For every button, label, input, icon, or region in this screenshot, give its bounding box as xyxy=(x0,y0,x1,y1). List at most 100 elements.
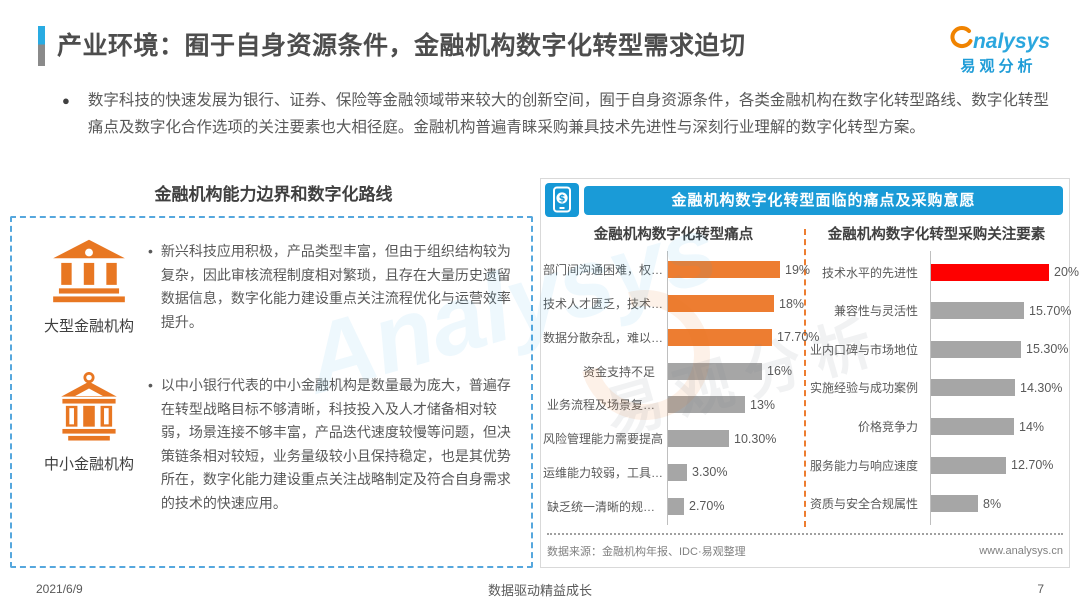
footer-date: 2021/6/9 xyxy=(36,582,83,596)
svg-text:$: $ xyxy=(559,193,566,204)
panel-footer: 数据来源：金融机构年报、IDC·易观整理 www.analysys.cn xyxy=(547,533,1063,567)
list-bullet: • xyxy=(148,243,153,259)
page-footer: 2021/6/9 数据驱动精益成长 7 xyxy=(36,582,1044,598)
bar xyxy=(931,302,1024,320)
footer-page-number: 7 xyxy=(1037,582,1044,596)
chart-bar-row: 业内口碑与市场地位 15.30% xyxy=(806,340,1069,358)
title-accent-bar xyxy=(38,26,45,66)
chart-bar-row: 价格竞争力 14% xyxy=(806,418,1067,436)
y-axis-line xyxy=(930,251,931,525)
small-institution-label: 中小金融机构 xyxy=(43,456,134,473)
chart-bar-row: 技术人才匮乏，技术… 18% xyxy=(543,295,805,313)
bar-label: 风险管理能力需要提高 xyxy=(543,432,664,447)
footer-slogan: 数据驱动精益成长 xyxy=(487,582,592,598)
bank-large-icon xyxy=(52,239,126,308)
bar xyxy=(931,456,1006,474)
chart-bar-row: 风险管理能力需要提高 10.30% xyxy=(543,430,804,448)
logo-swirl-icon xyxy=(947,26,973,57)
chart-title: 金融机构数字化转型采购关注要素 xyxy=(827,227,1046,243)
bar xyxy=(668,261,780,279)
bullet-icon: ● xyxy=(62,93,70,108)
bar-value: 14.30% xyxy=(1020,380,1063,395)
small-institution-row: 中小金融机构 • 以中小银行代表的中小金融机构是数量最为庞大，普遍存在转型战略目… xyxy=(30,371,521,515)
page-title: 产业环境：囿于自身资源条件，金融机构数字化转型需求迫切 xyxy=(57,32,746,60)
bar-value: 15.70% xyxy=(1029,303,1072,318)
panel-header: $ 金融机构数字化转型面临的痛点及采购意愿 xyxy=(545,183,1063,217)
pain-points-panel: $ 金融机构数字化转型面临的痛点及采购意愿 金融机构数字化转型痛点 部门间沟通困… xyxy=(540,178,1079,568)
bar-value: 20% xyxy=(1054,265,1080,280)
bar-label: 服务能力与响应速度 xyxy=(809,458,918,473)
bar-label: 业务流程及场景复… xyxy=(546,398,655,413)
logo-brand-cn: 易观分析 xyxy=(960,57,1037,75)
bar-value: 3.30% xyxy=(692,465,728,480)
main-content: 金融机构能力边界和数字化路线 xyxy=(10,178,1079,568)
bar xyxy=(931,340,1021,358)
bar-label: 业内口碑与市场地位 xyxy=(809,342,918,357)
panel-header-title: 金融机构数字化转型面临的痛点及采购意愿 xyxy=(584,185,1063,215)
large-institution-row: 大型金融机构 • 新兴科技应用积极，产品类型丰富，但由于组织结构较为复杂，因此审… xyxy=(30,238,521,336)
y-axis-line xyxy=(667,251,668,525)
bar-label: 兼容性与灵活性 xyxy=(833,304,918,319)
pain-points-chart: 金融机构数字化转型痛点 部门间沟通困难，权… 19% 技术人才匮乏，技术… 18% 数据… xyxy=(543,223,819,529)
bar xyxy=(668,430,729,448)
bar-label: 部门间沟通困难，权… xyxy=(543,263,664,278)
bar xyxy=(668,328,772,346)
bar-value: 16% xyxy=(767,364,793,379)
bar-label: 技术人才匮乏，技术… xyxy=(543,297,664,312)
bar-value: 15.30% xyxy=(1026,342,1069,357)
header: 产业环境：囿于自身资源条件，金融机构数字化转型需求迫切 nalysys 易观分析 xyxy=(38,24,1050,74)
bar xyxy=(931,263,1049,281)
chart-rows: 部门间沟通困难，权… 19% 技术人才匮乏，技术… 18% 数据分散杂乱，难以… 17.7… xyxy=(543,253,819,523)
chart-bar-row: 服务能力与响应速度 12.70% xyxy=(806,456,1067,474)
bar-label: 数据分散杂乱，难以… xyxy=(543,330,664,345)
chart-bar-row: 缺乏统一清晰的规… 2.70% xyxy=(543,497,804,515)
chart-bar-row: 技术水平的先进性 20% xyxy=(806,263,1079,281)
chart-bar-row: 资质与安全合规属性 8% xyxy=(806,495,1067,513)
bar-label: 资质与安全合规属性 xyxy=(809,497,918,512)
bar xyxy=(931,418,1014,436)
bar-label: 技术水平的先进性 xyxy=(821,265,918,280)
chart-bar-row: 运维能力较弱，工具… 3.30% xyxy=(543,463,804,481)
bar-value: 17.70% xyxy=(777,330,820,345)
charts-area: 金融机构数字化转型痛点 部门间沟通困难，权… 19% 技术人才匮乏，技术… 18% 数据… xyxy=(543,223,1079,529)
chart-rows: 技术水平的先进性 20% 兼容性与灵活性 15.70% 业内口碑与市场地位 15.30% 实… xyxy=(806,253,1079,523)
bar xyxy=(668,396,745,414)
capability-panel: 金融机构能力边界和数字化路线 xyxy=(10,178,537,568)
chart-bar-row: 资金支持不足 16% xyxy=(543,362,804,380)
bar-value: 8% xyxy=(983,496,1002,511)
bar-label: 运维能力较弱，工具… xyxy=(543,465,664,480)
website-link[interactable]: www.analysys.cn xyxy=(979,545,1063,557)
bar-value: 10.30% xyxy=(734,431,777,446)
bar xyxy=(668,362,762,380)
bar xyxy=(668,295,774,313)
logo-brand-en: nalysys xyxy=(972,29,1050,53)
chart-bar-row: 部门间沟通困难，权… 19% xyxy=(543,261,810,279)
intro-block: ● 数字科技的快速发展为银行、证券、保险等金融领域带来较大的创新空间，囿于自身资… xyxy=(62,88,1052,141)
large-institution-text: 新兴科技应用积极，产品类型丰富，但由于组织结构较为复杂，因此审核流程制度相对繁琐… xyxy=(160,243,511,330)
bar-value: 14% xyxy=(1019,419,1045,434)
bar xyxy=(931,495,978,513)
chart-divider xyxy=(804,229,806,527)
bar-label: 实施经验与成功案例 xyxy=(809,381,918,396)
capability-dashed-box: 大型金融机构 • 新兴科技应用积极，产品类型丰富，但由于组织结构较为复杂，因此审… xyxy=(10,216,533,568)
mobile-payment-icon: $ xyxy=(545,183,579,217)
bar-label: 缺乏统一清晰的规… xyxy=(546,499,655,514)
bar-value: 2.70% xyxy=(689,499,725,514)
bar xyxy=(931,379,1015,397)
chart-title: 金融机构数字化转型痛点 xyxy=(593,227,754,243)
purchase-factors-chart: 金融机构数字化转型采购关注要素 技术水平的先进性 20% 兼容性与灵活性 15.70%… xyxy=(806,223,1079,529)
bar-value: 12.70% xyxy=(1011,458,1054,473)
bar-value: 13% xyxy=(750,397,776,412)
chart-bar-row: 数据分散杂乱，难以… 17.70% xyxy=(543,328,819,346)
list-bullet: • xyxy=(148,377,153,393)
intro-text: 数字科技的快速发展为银行、证券、保险等金融领域带来较大的创新空间，囿于自身资源条… xyxy=(87,92,1049,136)
capability-panel-title: 金融机构能力边界和数字化路线 xyxy=(154,185,393,204)
chart-bar-row: 业务流程及场景复… 13% xyxy=(543,396,804,414)
bar-value: 19% xyxy=(785,262,811,277)
bar xyxy=(668,463,687,481)
chart-bar-row: 实施经验与成功案例 14.30% xyxy=(806,379,1067,397)
chart-bar-row: 兼容性与灵活性 15.70% xyxy=(806,302,1071,320)
bar-value: 18% xyxy=(779,296,805,311)
large-institution-label: 大型金融机构 xyxy=(43,318,134,335)
